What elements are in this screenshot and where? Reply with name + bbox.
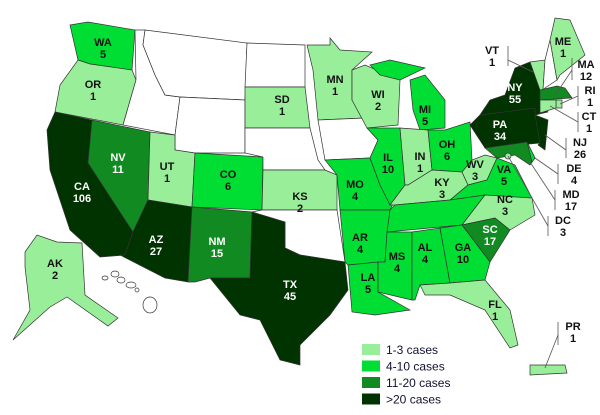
state-hi [110, 270, 120, 278]
state-mi [409, 74, 446, 131]
state-label-wa: WA 5 [94, 37, 112, 61]
legend-swatch-2 [362, 360, 380, 372]
state-label-ak: AK 2 [47, 258, 63, 282]
state-label-va: VA 5 [497, 164, 512, 188]
state-label-la: LA 5 [361, 272, 376, 296]
leader-line-nj [544, 134, 567, 151]
state-label-sd: SD 1 [274, 94, 289, 118]
state-label-ut: UT 1 [160, 161, 175, 185]
state-label-me: ME 1 [555, 36, 572, 60]
state-label-wv: WV 3 [466, 159, 484, 183]
state-label-ri: RI 1 [585, 85, 596, 109]
state-nj [534, 114, 549, 151]
state-label-tx: TX 45 [283, 279, 298, 303]
state-ks [261, 169, 338, 211]
state-label-ct: CT 1 [582, 111, 597, 135]
state-de [526, 141, 536, 163]
state-nd [244, 42, 306, 88]
state-label-ks: KS 2 [292, 191, 307, 215]
state-label-vt: VT 1 [485, 45, 499, 69]
legend-swatch-1 [362, 344, 380, 355]
legend-label: 4-10 cases [386, 360, 445, 374]
state-label-ar: AR 4 [352, 232, 368, 256]
state-label-ms: MS 4 [389, 251, 406, 275]
state-label-dc: DC 3 [555, 215, 571, 239]
state-hi [101, 275, 109, 281]
state-label-mo: MO 4 [346, 179, 364, 203]
state-nh [542, 39, 558, 91]
leader-line-ri [559, 95, 579, 105]
state-label-mn: MN 1 [326, 74, 343, 98]
state-label-nj: NJ 26 [573, 137, 587, 161]
state-ri [555, 99, 563, 109]
leader-line-dc [507, 155, 549, 227]
state-ak [12, 234, 119, 341]
state-hi [116, 276, 126, 284]
state-hi [125, 281, 137, 289]
state-label-sc: SC 17 [482, 224, 497, 248]
state-ma [539, 85, 573, 101]
state-label-nm: NM 15 [208, 236, 225, 260]
state-label-oh: OH 6 [439, 139, 456, 163]
legend-label: 11-20 cases [386, 376, 450, 390]
state-label-mi: MI 5 [419, 104, 431, 128]
state-label-nv: NV 11 [110, 152, 126, 176]
state-label-co: CO 6 [220, 169, 237, 193]
state-label-il: IL 10 [382, 152, 394, 176]
legend-swatch-4 [362, 393, 380, 405]
state-label-nc: NC 3 [497, 194, 513, 218]
legend-label: 1-3 cases [386, 343, 438, 357]
state-label-ga: GA 10 [455, 242, 472, 266]
state-label-de: DE 4 [566, 163, 581, 187]
legend-swatch-3 [362, 377, 380, 388]
state-mi [369, 59, 427, 81]
state-label-pa: PA 34 [493, 119, 508, 143]
leader-line-ma [555, 69, 573, 95]
state-label-ny: NY 55 [507, 82, 523, 106]
leader-line-pr [544, 334, 559, 369]
state-label-wi: WI 2 [371, 89, 384, 113]
state-label-az: AZ 27 [149, 234, 164, 258]
state-label-pr: PR 1 [565, 321, 580, 345]
state-label-ma: MA 12 [577, 59, 594, 83]
legend: 1-3 cases 4-10 cases 11-20 cases >20 cases [362, 343, 450, 407]
leader-line-ct [549, 105, 579, 123]
leader-line-vt [507, 59, 534, 73]
state-label-ca: CA 106 [73, 181, 91, 205]
leader-line-de [534, 157, 559, 175]
state-label-md: MD 17 [562, 189, 579, 213]
state-ct [539, 99, 557, 114]
leader-line-md [529, 161, 556, 201]
state-label-fl: FL 1 [488, 299, 502, 323]
state-tx [209, 211, 349, 366]
state-hi [142, 296, 158, 314]
state-fl [419, 279, 519, 349]
state-label-in: IN 1 [415, 151, 426, 175]
legend-label: >20 cases [386, 393, 441, 407]
state-hi [134, 287, 140, 293]
state-wi [351, 64, 401, 129]
state-ga [439, 224, 491, 284]
state-label-al: AL 4 [418, 242, 433, 266]
state-label-ky: KY 3 [434, 177, 450, 201]
state-me [549, 17, 586, 81]
state-wy [174, 96, 246, 154]
state-label-or: OR 1 [85, 79, 102, 103]
state-pr [529, 364, 568, 376]
